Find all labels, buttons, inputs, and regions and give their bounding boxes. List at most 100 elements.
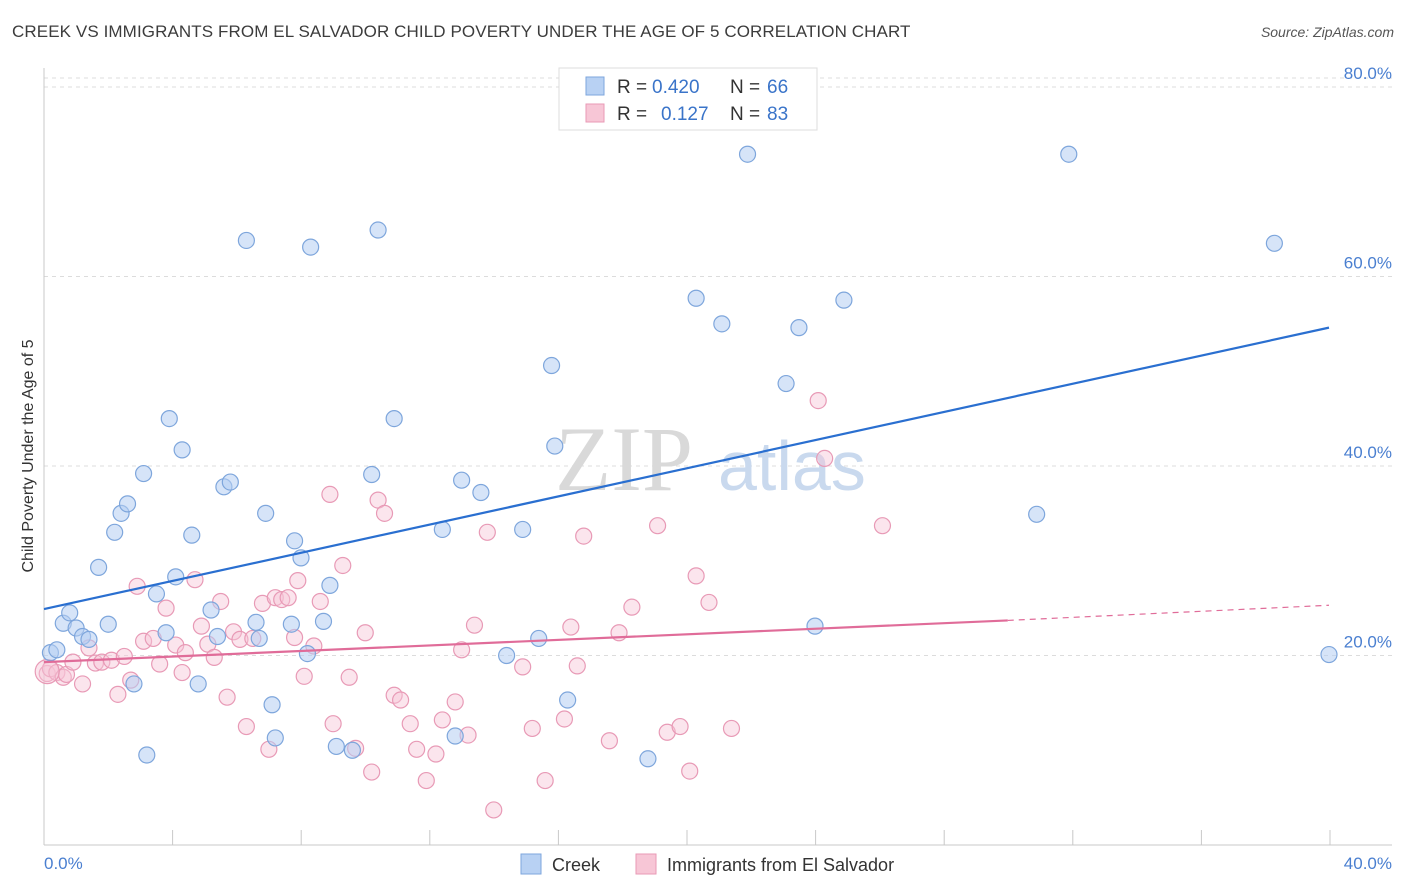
creek-point-42 bbox=[369, 221, 387, 239]
bottom-legend-salvador-swatch bbox=[635, 853, 657, 875]
salvador-point-17 bbox=[151, 655, 169, 673]
creek-point-14 bbox=[138, 746, 156, 764]
legend-creek-n-label: N = bbox=[730, 77, 760, 98]
creek-point-65 bbox=[1320, 645, 1338, 664]
creek-point-21 bbox=[189, 675, 207, 693]
creek-point-7 bbox=[90, 558, 108, 576]
salvador-point-38 bbox=[289, 572, 307, 590]
salvador-point-47 bbox=[356, 624, 374, 642]
salvador-trend-line-dashed bbox=[1007, 604, 1330, 622]
creek-point-16 bbox=[157, 624, 175, 642]
y-tick-labels: 20.0% 40.0% 60.0% 80.0% bbox=[1344, 64, 1392, 652]
salvador-point-43 bbox=[324, 715, 342, 733]
salvador-point-57 bbox=[433, 711, 451, 729]
legend-salvador-r-label: R = bbox=[617, 104, 647, 125]
creek-point-1 bbox=[48, 641, 66, 659]
y-tick-label-1: 40.0% bbox=[1344, 443, 1392, 462]
creek-point-29 bbox=[257, 504, 275, 522]
creek-point-19 bbox=[173, 441, 191, 459]
salvador-point-81 bbox=[809, 391, 827, 410]
salvador-point-23 bbox=[192, 617, 211, 635]
creek-point-39 bbox=[327, 737, 345, 756]
y-tick-label-3: 80.0% bbox=[1344, 64, 1392, 83]
salvador-point-25 bbox=[205, 648, 223, 666]
salvador-point-39 bbox=[295, 667, 313, 685]
series-salvador-points bbox=[34, 391, 892, 819]
salvador-point-41 bbox=[311, 592, 329, 611]
salvador-point-34 bbox=[266, 589, 284, 607]
salvador-point-11 bbox=[109, 685, 127, 703]
salvador-point-15 bbox=[134, 632, 153, 650]
creek-point-60 bbox=[806, 617, 824, 635]
salvador-point-73 bbox=[623, 598, 641, 616]
salvador-point-66 bbox=[536, 771, 554, 790]
creek-point-20 bbox=[183, 526, 201, 544]
y-axis-label: Child Poverty Under the Age of 5 bbox=[20, 339, 37, 572]
creek-trend-line bbox=[43, 326, 1330, 611]
y-tick-label-0: 20.0% bbox=[1344, 632, 1392, 651]
salvador-point-76 bbox=[671, 717, 689, 736]
salvador-point-80 bbox=[722, 719, 741, 738]
creek-point-17 bbox=[160, 409, 178, 428]
legend-creek-n-value: 66 bbox=[767, 77, 788, 98]
creek-point-6 bbox=[80, 630, 98, 648]
creek-point-41 bbox=[363, 465, 381, 484]
creek-point-8 bbox=[99, 615, 117, 633]
creek-point-56 bbox=[713, 315, 731, 333]
salvador-point-70 bbox=[575, 527, 593, 545]
salvador-point-42 bbox=[321, 485, 339, 504]
salvador-point-48 bbox=[363, 763, 381, 781]
x-tick-label-0: 0.0% bbox=[44, 854, 83, 873]
salvador-point-30 bbox=[237, 717, 255, 736]
salvador-point-27 bbox=[218, 688, 236, 706]
creek-point-64 bbox=[1265, 234, 1283, 252]
salvador-point-64 bbox=[514, 658, 532, 676]
salvador-point-6 bbox=[73, 675, 92, 693]
legend-salvador-swatch bbox=[585, 103, 605, 123]
creek-point-26 bbox=[237, 231, 255, 250]
salvador-point-65 bbox=[523, 719, 541, 738]
creek-point-30 bbox=[263, 696, 281, 714]
salvador-point-68 bbox=[562, 618, 580, 636]
salvador-point-82 bbox=[816, 449, 834, 467]
creek-point-48 bbox=[498, 646, 516, 665]
creek-point-61 bbox=[835, 291, 853, 309]
creek-point-46 bbox=[453, 471, 471, 489]
creek-point-53 bbox=[559, 691, 577, 709]
salvador-point-20 bbox=[173, 663, 191, 682]
series-creek-points bbox=[41, 145, 1338, 768]
creek-point-15 bbox=[147, 585, 166, 603]
creek-point-59 bbox=[790, 319, 808, 337]
source-label: Source: ZipAtlas.com bbox=[1260, 24, 1394, 40]
creek-point-45 bbox=[446, 727, 464, 745]
legend-salvador-r-value: 0.127 bbox=[661, 104, 709, 125]
salvador-point-55 bbox=[417, 771, 435, 790]
creek-point-28 bbox=[250, 629, 268, 648]
creek-point-38 bbox=[321, 576, 339, 594]
bottom-legend: Creek Immigrants from El Salvador bbox=[520, 853, 894, 875]
salvador-point-12 bbox=[115, 647, 133, 666]
creek-point-35 bbox=[298, 644, 317, 663]
gridlines bbox=[44, 77, 1392, 656]
salvador-point-79 bbox=[700, 593, 718, 612]
salvador-point-cluster bbox=[34, 658, 60, 685]
salvador-point-36 bbox=[279, 589, 297, 607]
salvador-point-54 bbox=[408, 740, 426, 758]
creek-point-55 bbox=[687, 289, 705, 307]
creek-point-36 bbox=[302, 238, 320, 256]
watermark-zip: ZIP bbox=[555, 408, 693, 510]
creek-point-13 bbox=[134, 464, 153, 483]
creek-point-32 bbox=[282, 615, 300, 633]
salvador-point-69 bbox=[568, 657, 586, 675]
bottom-legend-creek-label: Creek bbox=[552, 855, 601, 875]
creek-point-62 bbox=[1028, 505, 1046, 523]
creek-point-52 bbox=[546, 437, 564, 455]
trend-lines bbox=[43, 326, 1330, 664]
creek-point-23 bbox=[208, 627, 227, 646]
salvador-point-61 bbox=[465, 616, 484, 634]
creek-point-40 bbox=[343, 741, 361, 759]
x-tick-label-1: 40.0% bbox=[1344, 854, 1392, 873]
salvador-point-18 bbox=[157, 599, 175, 617]
salvador-point-78 bbox=[687, 567, 705, 585]
